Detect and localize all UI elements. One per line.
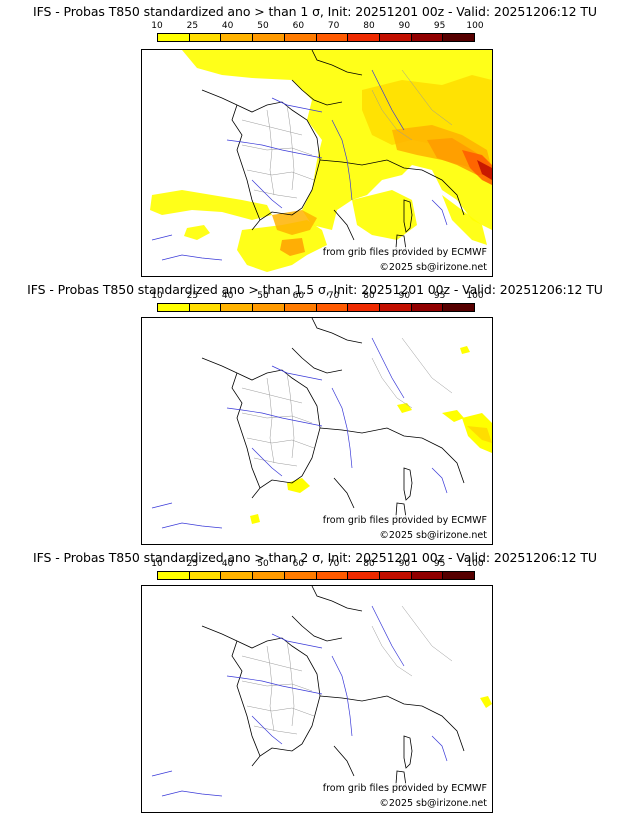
color-legend: 10 25 40 50 60 70 80 90 95 100 [151,559,484,589]
map-canvas [151,586,492,797]
map-canvas [150,50,492,272]
legend-tick-label: 80 [363,21,375,31]
color-legend: 10 25 40 50 60 70 80 90 95 100 [151,21,484,51]
legend-tick-label: 50 [257,559,269,569]
legend-color-swatch [284,572,317,579]
legend-color-swatch [348,572,380,579]
legend-tick-label: 40 [221,559,234,569]
probability-fill [150,50,492,272]
probability-map: from grib files provided by ECMWF ©2025 … [141,585,493,813]
legend-tick-label: 50 [257,21,269,31]
legend-color-swatch [253,572,285,579]
legend-tick-label: 10 [151,559,163,569]
legend-tick-label: 10 [151,21,163,31]
legend-color-swatch [348,304,380,311]
legend-tick-label: 100 [466,21,484,31]
legend-color-swatch [348,34,380,41]
panel-title: IFS - Probas T850 standardized ano > tha… [33,550,597,565]
map-panel-2-sigma: IFS - Probas T850 standardized ano > tha… [0,548,630,828]
map-panel-1-sigma: IFS - Probas T850 standardized ano > tha… [0,0,630,278]
legend-tick-label: 90 [398,559,411,569]
legend-tick-label: 25 [186,21,199,31]
legend-tick-label: 90 [398,291,411,301]
legend-color-swatch [221,304,254,311]
legend-color-swatch [443,34,475,41]
color-legend: 10 25 40 50 60 70 80 90 95 100 [151,291,484,321]
legend-tick-label: 40 [221,291,234,301]
region-boundaries [241,337,453,467]
legend-tick-label: 60 [292,21,305,31]
copyright-notice: ©2025 sb@irizone.net [378,262,488,273]
legend-tick-label: 100 [466,291,484,301]
legend-color-swatch [189,304,222,311]
legend-tick-label: 50 [257,291,269,301]
legend-tick-label: 90 [398,21,411,31]
legend-color-swatch [411,34,444,41]
data-source-credit: from grib files provided by ECMWF [321,247,488,258]
legend-color-swatch [253,34,285,41]
probability-fill [250,346,492,524]
legend-color-swatch [284,304,317,311]
legend-tick-label: 60 [292,291,305,301]
legend-color-swatch [221,34,254,41]
legend-color-swatch [443,304,475,311]
legend-tick-labels: 10 25 40 50 60 70 80 90 95 100 [151,291,483,303]
legend-color-swatch [316,572,349,579]
copyright-notice: ©2025 sb@irizone.net [378,530,488,541]
legend-color-swatch [189,34,222,41]
country-borders [201,50,465,241]
data-source-credit: from grib files provided by ECMWF [321,515,488,526]
rivers [151,69,448,261]
legend-tick-label: 10 [151,291,163,301]
legend-tick-label: 25 [186,559,199,569]
legend-color-swatch [253,304,285,311]
legend-tick-label: 70 [327,559,340,569]
legend-color-swatch [316,34,349,41]
panel-title: IFS - Probas T850 standardized ano > tha… [33,4,597,19]
legend-color-bar [157,33,475,42]
legend-tick-label: 95 [433,559,446,569]
map-panel-1-5-sigma: IFS - Probas T850 standardized ano > tha… [0,280,630,548]
legend-color-swatch [316,304,349,311]
legend-color-swatch [158,572,190,579]
legend-tick-label: 80 [363,559,375,569]
legend-tick-label: 60 [292,559,305,569]
legend-color-bar [157,571,475,580]
legend-color-swatch [379,572,412,579]
rivers [151,337,448,529]
legend-color-swatch [158,34,190,41]
legend-color-swatch [411,572,444,579]
region-boundaries [241,605,453,735]
legend-tick-label: 70 [327,21,340,31]
legend-color-swatch [411,304,444,311]
data-source-credit: from grib files provided by ECMWF [321,783,488,794]
region-boundaries [241,69,453,199]
probability-fill [480,696,492,708]
legend-tick-label: 70 [327,291,340,301]
legend-tick-label: 25 [186,291,199,301]
copyright-notice: ©2025 sb@irizone.net [378,798,488,809]
rivers [151,605,448,797]
legend-tick-label: 95 [433,291,446,301]
legend-color-swatch [189,572,222,579]
legend-tick-labels: 10 25 40 50 60 70 80 90 95 100 [151,559,483,571]
legend-tick-label: 95 [433,21,446,31]
legend-color-swatch [284,34,317,41]
legend-color-swatch [443,572,475,579]
panel-title: IFS - Probas T850 standardized ano > tha… [27,282,603,297]
legend-tick-label: 40 [221,21,234,31]
legend-color-bar [157,303,475,312]
legend-tick-label: 100 [466,559,484,569]
legend-tick-labels: 10 25 40 50 60 70 80 90 95 100 [151,21,483,33]
legend-color-swatch [379,34,412,41]
country-borders [201,318,465,509]
probability-map: from grib files provided by ECMWF ©2025 … [141,49,493,277]
legend-tick-label: 80 [363,291,375,301]
country-borders [201,586,465,777]
legend-color-swatch [221,572,254,579]
legend-color-swatch [379,304,412,311]
map-canvas [151,318,492,529]
legend-color-swatch [158,304,190,311]
probability-map: from grib files provided by ECMWF ©2025 … [141,317,493,545]
